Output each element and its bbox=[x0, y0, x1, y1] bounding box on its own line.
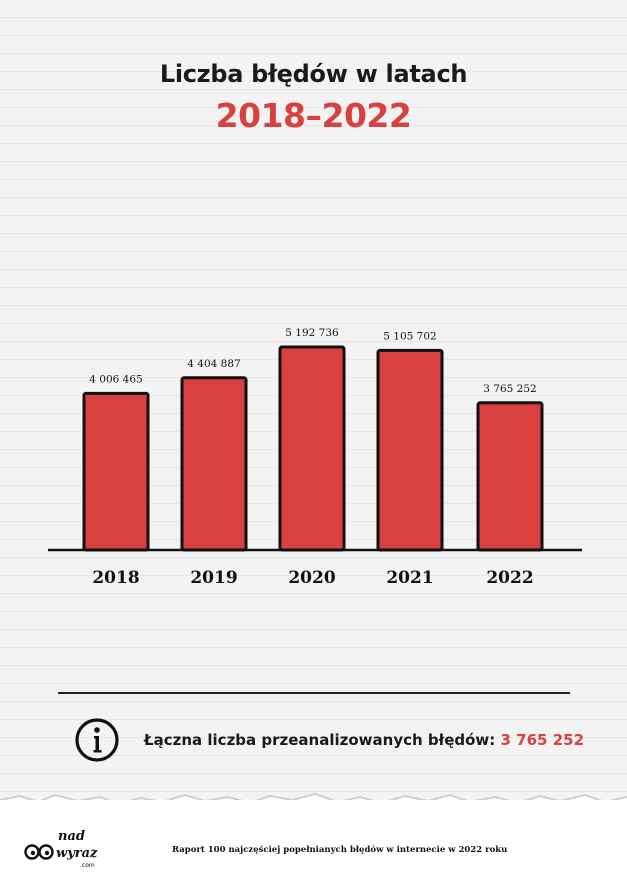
category-label-2020: 2020 bbox=[288, 568, 335, 588]
info-icon bbox=[75, 718, 119, 762]
report-caption: Raport 100 najczęściej popełnianych błęd… bbox=[172, 845, 508, 855]
category-label-2021: 2021 bbox=[386, 568, 433, 588]
footer bbox=[0, 800, 627, 886]
separator-line bbox=[58, 692, 570, 694]
logo-text-small: .com bbox=[80, 862, 95, 869]
chart-title: Liczba błędów w latach bbox=[159, 60, 468, 88]
value-label-2019: 4 404 887 bbox=[187, 358, 240, 370]
chart-subtitle: 2018–2022 bbox=[215, 96, 412, 135]
nadwyraz-logo: nad wyraz .com bbox=[24, 829, 98, 869]
bar-2019 bbox=[180, 376, 248, 552]
category-label-2022: 2022 bbox=[486, 568, 533, 588]
logo-text-bottom: wyraz bbox=[56, 846, 98, 861]
total-errors-value: 3 765 252 bbox=[500, 731, 585, 749]
total-errors-label: Łączna liczba przeanalizowanych błędów: bbox=[144, 731, 496, 749]
bar-2021 bbox=[376, 348, 444, 552]
value-label-2020: 5 192 736 bbox=[285, 327, 339, 339]
logo-text-top: nad bbox=[58, 829, 85, 844]
bar-chart: 4 006 465 2018 4 404 887 2019 5 192 736 2020 5… bbox=[48, 327, 582, 588]
value-label-2018: 4 006 465 bbox=[89, 373, 142, 385]
category-label-2018: 2018 bbox=[92, 568, 139, 588]
total-errors-text: Łączna liczba przeanalizowanych błędów: … bbox=[144, 731, 584, 749]
value-label-2021: 5 105 702 bbox=[383, 330, 436, 342]
category-label-2019: 2019 bbox=[190, 568, 237, 588]
bar-2022 bbox=[476, 401, 544, 552]
bar-2018 bbox=[82, 391, 150, 552]
bar-2020 bbox=[278, 345, 346, 552]
value-label-2022: 3 765 252 bbox=[483, 383, 536, 395]
